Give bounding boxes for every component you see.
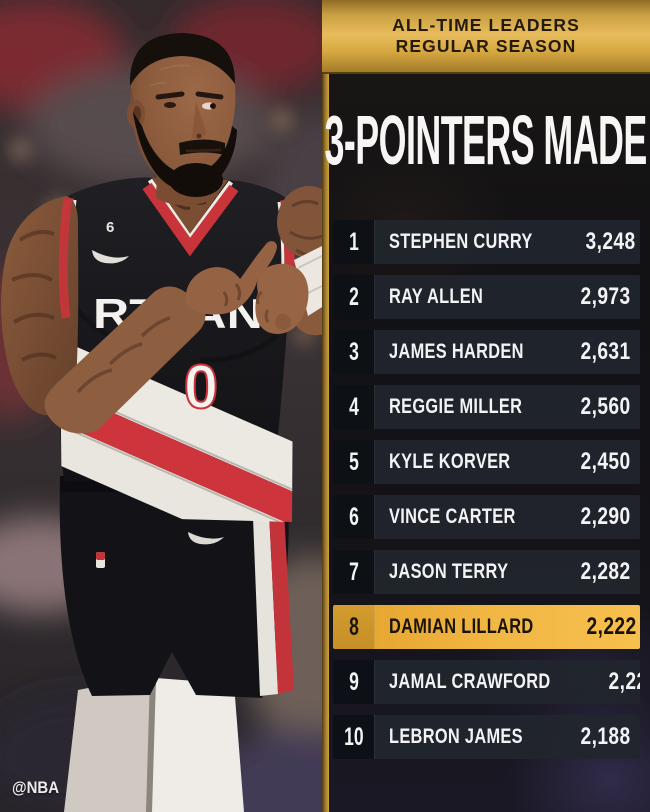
rank-number: 4 (348, 392, 359, 421)
rank-number: 6 (348, 502, 359, 531)
rank-number: 3 (348, 337, 359, 366)
nba-watermark: @NBA (12, 778, 60, 797)
row-body: LEBRON JAMES 2,188 (374, 715, 640, 759)
row-body: REGGIE MILLER 2,560 (374, 385, 640, 429)
rank-cell: 4 (333, 385, 374, 429)
row-body: RAY ALLEN 2,973 (374, 275, 640, 319)
row-body: DAMIAN LILLARD 2,222 (374, 605, 640, 649)
panel-header: ALL-TIME LEADERS REGULAR SEASON (322, 0, 650, 74)
stat-value: 2,188 (580, 723, 631, 750)
leaderboard-row: 3 JAMES HARDEN 2,631 (333, 330, 640, 374)
rank-cell: 1 (333, 220, 374, 264)
rank-cell: 2 (333, 275, 374, 319)
stat-value: 2,290 (580, 503, 631, 530)
player-name: VINCE CARTER (389, 505, 516, 528)
leaderboard-row: 7 JASON TERRY 2,282 (333, 550, 640, 594)
jersey-number: 0 (184, 353, 218, 422)
stat-value: 2,282 (580, 558, 631, 585)
stat-value: 2,450 (580, 448, 631, 475)
rank-cell: 5 (333, 440, 374, 484)
player-photo-illustration: 6 RTLAND 0 (0, 0, 330, 812)
row-body: JASON TERRY 2,282 (374, 550, 640, 594)
rank-number: 7 (348, 557, 359, 586)
player-name: JAMES HARDEN (389, 340, 524, 363)
stat-value: 2,221 (608, 668, 640, 695)
stat-value: 3,248 (585, 228, 636, 255)
leaderboard-row: 5 KYLE KORVER 2,450 (333, 440, 640, 484)
rank-number: 2 (348, 282, 359, 311)
stat-title: 3-POINTERS MADE (324, 101, 648, 179)
leaderboard-row: 9 JAMAL CRAWFORD 2,221 (333, 660, 640, 704)
player-name: STEPHEN CURRY (389, 230, 533, 253)
player-name: DAMIAN LILLARD (389, 615, 534, 638)
player-name: RAY ALLEN (389, 285, 484, 308)
header-line-2: REGULAR SEASON (395, 36, 577, 56)
player-name: KYLE KORVER (389, 450, 511, 473)
leaderboard-row: 2 RAY ALLEN 2,973 (333, 275, 640, 319)
row-body: JAMES HARDEN 2,631 (374, 330, 640, 374)
header-line-1: ALL-TIME LEADERS (392, 15, 580, 35)
player-name: REGGIE MILLER (389, 395, 523, 418)
rank-number: 9 (348, 667, 359, 696)
stat-value: 2,631 (580, 338, 631, 365)
rank-number: 5 (348, 447, 359, 476)
player-name: JASON TERRY (389, 560, 509, 583)
rank-number: 8 (348, 612, 359, 641)
panel-gold-edge (322, 0, 329, 812)
row-body: STEPHEN CURRY 3,248 (374, 220, 640, 264)
stat-value: 2,222 (586, 613, 637, 640)
rank-cell: 8 (333, 605, 374, 649)
stat-title-wrap: 3-POINTERS MADE (322, 74, 650, 206)
leaderboard-row: 4 REGGIE MILLER 2,560 (333, 385, 640, 429)
rank-cell: 6 (333, 495, 374, 539)
leaderboard-row: 1 STEPHEN CURRY 3,248 (333, 220, 640, 264)
stat-value: 2,560 (580, 393, 631, 420)
row-body: KYLE KORVER 2,450 (374, 440, 640, 484)
rank-cell: 9 (333, 660, 374, 704)
leaderboard-rows: 1 STEPHEN CURRY 3,248 2 RAY ALLEN 2,973 … (333, 220, 640, 770)
stat-value: 2,973 (580, 283, 631, 310)
player-photo: 6 RTLAND 0 (0, 0, 330, 812)
rank-number: 10 (343, 722, 364, 751)
leaderboard-panel: ALL-TIME LEADERS REGULAR SEASON 3-POINTE… (322, 0, 650, 812)
jersey-patch-number: 6 (106, 219, 114, 236)
player-name: JAMAL CRAWFORD (389, 670, 551, 693)
rank-number: 1 (348, 227, 359, 256)
leaderboard-row: 10 LEBRON JAMES 2,188 (333, 715, 640, 759)
rank-cell: 7 (333, 550, 374, 594)
player-name: LEBRON JAMES (389, 725, 523, 748)
row-body: JAMAL CRAWFORD 2,221 (374, 660, 640, 704)
rank-cell: 3 (333, 330, 374, 374)
leaderboard-row: 6 VINCE CARTER 2,290 (333, 495, 640, 539)
leaderboard-row: 8 DAMIAN LILLARD 2,222 (333, 605, 640, 649)
rank-cell: 10 (333, 715, 374, 759)
row-body: VINCE CARTER 2,290 (374, 495, 640, 539)
